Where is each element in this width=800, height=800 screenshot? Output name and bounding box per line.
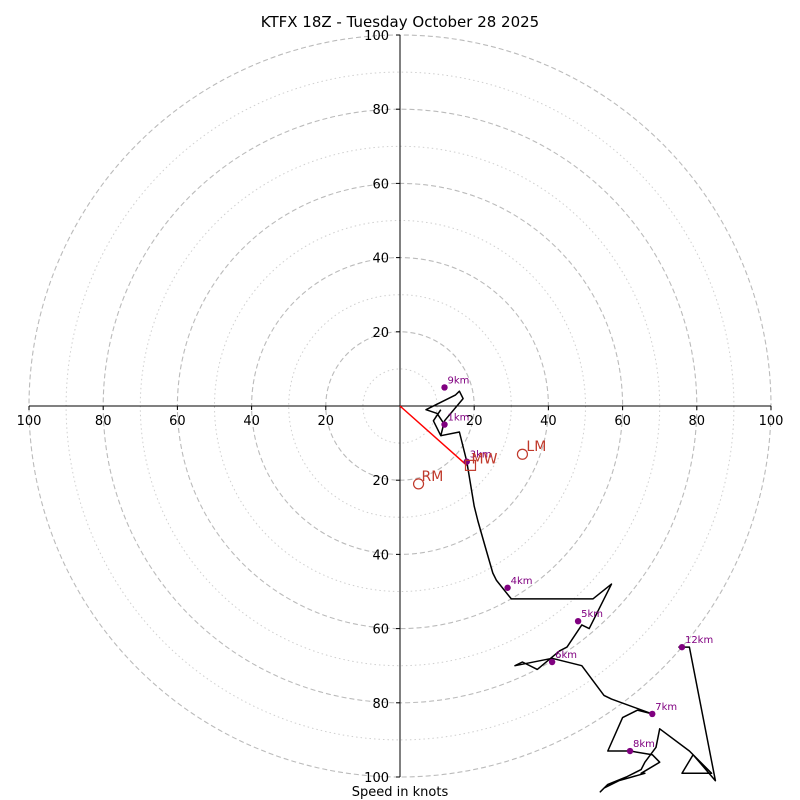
height-marker-7km — [649, 710, 656, 718]
height-marker-1km — [441, 421, 448, 428]
hodograph-line — [440, 431, 717, 793]
height-label-3km: 3km — [470, 450, 492, 461]
height-markers: 1km 3km 4km 5km 6km 7km 8km 9km 12km — [441, 375, 713, 755]
lm-marker — [516, 448, 529, 460]
height-marker-6km — [548, 658, 556, 666]
y-tick-label: 40 — [372, 548, 389, 563]
rm-label: RM — [422, 469, 444, 485]
height-label-9km: 9km — [448, 375, 470, 386]
x-tick-label: 60 — [169, 414, 186, 429]
y-tick-label: 20 — [372, 474, 389, 489]
x-tick-label: 40 — [243, 414, 260, 429]
hodograph-low-level-line — [425, 390, 464, 437]
x-tick-label: 100 — [759, 414, 784, 429]
mw-label: MW — [471, 451, 497, 467]
mw-marker — [464, 459, 477, 471]
lm-label: LM — [526, 439, 546, 455]
y-tick-label: 20 — [372, 326, 389, 341]
height-label-5km: 5km — [581, 609, 603, 620]
hodograph-trace — [399, 390, 717, 793]
y-tick-label: 60 — [372, 623, 389, 638]
rm-marker — [412, 478, 425, 490]
y-tick-label: 40 — [372, 252, 389, 267]
height-marker-4km — [504, 584, 511, 591]
height-marker-12km — [678, 643, 686, 651]
chart-title: KTFX 18Z - Tuesday October 28 2025 — [261, 13, 539, 31]
storm-motion-markers: RM LM MW — [412, 439, 546, 490]
tick-labels: 100 80 60 40 20 20 40 60 80 100 100 80 60 40 20 20 40 60 8… — [17, 29, 784, 786]
y-tick-label: 100 — [364, 771, 389, 786]
y-tick-label: 60 — [372, 177, 389, 192]
height-label-8km: 8km — [633, 739, 655, 750]
height-label-6km: 6km — [555, 650, 577, 661]
height-label-4km: 4km — [511, 576, 533, 587]
x-tick-label: 100 — [17, 414, 42, 429]
shear-vector-line — [399, 405, 468, 466]
x-axis-label: Speed in knots — [352, 785, 449, 800]
y-tick-label: 80 — [372, 697, 389, 712]
height-label-7km: 7km — [655, 702, 677, 713]
height-label-1km: 1km — [448, 413, 470, 424]
y-tick-label: 100 — [364, 29, 389, 44]
x-tick-label: 80 — [95, 414, 112, 429]
height-label-12km: 12km — [685, 635, 713, 646]
x-tick-label: 80 — [689, 414, 706, 429]
x-tick-label: 40 — [540, 414, 557, 429]
x-tick-label: 20 — [466, 414, 483, 429]
y-tick-label: 80 — [372, 103, 389, 118]
height-marker-9km — [441, 384, 448, 391]
x-tick-label: 20 — [318, 414, 335, 429]
x-tick-label: 60 — [614, 414, 631, 429]
height-marker-5km — [574, 617, 582, 625]
height-marker-8km — [626, 747, 634, 755]
